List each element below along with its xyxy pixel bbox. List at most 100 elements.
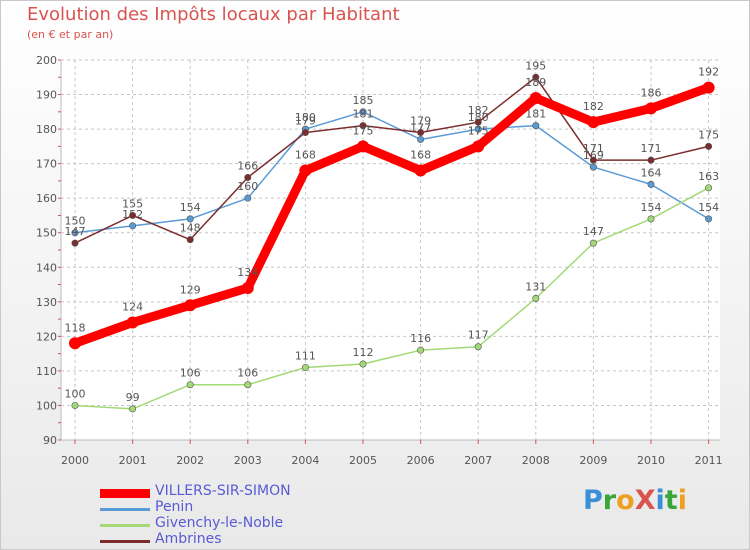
data-label: 155 — [122, 197, 143, 210]
data-point — [647, 180, 655, 188]
y-tick-label: 150 — [36, 227, 57, 240]
data-point — [129, 211, 137, 219]
x-tick-label: 2003 — [234, 454, 262, 467]
data-point — [472, 140, 485, 153]
logo-letter: i — [677, 485, 687, 516]
legend-label: Ambrines — [155, 531, 222, 547]
data-label: 148 — [180, 222, 201, 235]
logo-letter: t — [664, 485, 678, 516]
x-tick-label: 2011 — [695, 454, 723, 467]
legend-swatch — [100, 524, 150, 527]
legend-label: VILLERS-SIR-SIMON — [155, 483, 291, 499]
data-point — [359, 108, 367, 116]
series-line — [74, 187, 710, 410]
legend-label: Givenchy-le-Noble — [155, 515, 284, 531]
data-point — [705, 142, 713, 150]
data-label: 182 — [468, 104, 489, 117]
data-point — [702, 81, 715, 94]
data-point — [647, 215, 655, 223]
x-tick-label: 2008 — [522, 454, 550, 467]
series-line — [74, 76, 710, 244]
data-label: 189 — [525, 76, 546, 89]
series-villers-sir-simon: 118 124 129 134 168 175 168 175 189 182 186 192 — [65, 66, 719, 350]
data-label: 171 — [583, 142, 604, 155]
data-point — [129, 222, 137, 230]
data-label: 171 — [641, 142, 662, 155]
data-label: 131 — [525, 280, 546, 293]
series-line — [70, 83, 714, 348]
legend-swatch — [100, 508, 150, 511]
data-label: 154 — [180, 201, 201, 214]
data-label: 147 — [583, 225, 604, 238]
x-tick-label: 2002 — [176, 454, 204, 467]
data-label: 163 — [698, 170, 719, 183]
logo-letter: i — [655, 485, 665, 516]
data-point — [126, 316, 139, 329]
data-point — [414, 164, 427, 177]
data-point — [241, 282, 254, 294]
x-tick-label: 2007 — [464, 454, 492, 467]
data-point — [705, 215, 713, 223]
data-point — [529, 92, 542, 104]
data-point — [474, 343, 482, 351]
data-point — [244, 194, 252, 202]
series-givenchy-le-noble: 100 99 106 106 111 112 116 117 131 147 154 163 — [65, 170, 719, 413]
proxiti-logo: ProXiti — [583, 485, 687, 516]
x-tick-label: 2005 — [349, 454, 377, 467]
data-point — [244, 173, 252, 181]
data-label: 175 — [353, 124, 374, 137]
data-label: 99 — [126, 391, 140, 404]
y-tick-label: 140 — [36, 261, 57, 274]
x-tick-label: 2001 — [119, 454, 147, 467]
data-label: 160 — [237, 180, 258, 193]
data-point — [589, 239, 597, 247]
data-point — [589, 163, 597, 171]
data-label: 179 — [295, 115, 316, 128]
data-point — [357, 140, 369, 153]
data-point — [71, 401, 79, 409]
y-tick-label: 200 — [36, 54, 57, 67]
data-point — [129, 405, 137, 413]
x-tick-label: 2000 — [61, 454, 89, 467]
data-label: 106 — [237, 367, 258, 380]
data-point — [186, 215, 194, 223]
data-point — [417, 129, 425, 137]
data-label: 186 — [641, 86, 662, 99]
data-point — [186, 236, 194, 244]
data-point — [301, 129, 309, 137]
data-label: 168 — [295, 149, 316, 162]
data-label: 164 — [641, 166, 662, 179]
data-point — [647, 156, 655, 164]
y-tick-label: 90 — [43, 434, 57, 447]
logo-letter: X — [634, 485, 656, 516]
data-label: 175 — [468, 124, 489, 137]
data-point — [532, 122, 540, 130]
data-label: 106 — [180, 367, 201, 380]
y-tick-label: 180 — [36, 123, 57, 136]
data-point — [71, 229, 79, 237]
data-label: 182 — [583, 100, 604, 113]
data-point — [359, 360, 367, 368]
x-tick-label: 2004 — [291, 454, 319, 467]
chart-subtitle: (en € et par an) — [27, 28, 114, 41]
logo-letter: P — [583, 485, 603, 516]
y-tick-label: 160 — [36, 192, 57, 205]
chart-title: Evolution des Impôts locaux par Habitant — [27, 4, 400, 25]
data-label: 181 — [525, 108, 546, 121]
plot-area — [61, 60, 720, 440]
data-label: 168 — [410, 149, 431, 162]
y-tick-label: 120 — [36, 330, 57, 343]
series-ambrines: 147 155 148 166 179 181 179 182 195 171 171 175 — [65, 59, 719, 247]
y-tick-label: 190 — [36, 89, 57, 102]
data-point — [186, 381, 194, 389]
legend-label: Penin — [155, 499, 194, 515]
data-label: 192 — [698, 66, 719, 79]
x-tick-label: 2006 — [407, 454, 435, 467]
y-tick-label: 100 — [36, 399, 57, 412]
data-label: 180 — [468, 111, 489, 124]
data-point — [705, 184, 713, 192]
data-label: 118 — [65, 321, 86, 334]
data-point — [184, 299, 197, 312]
data-label: 111 — [295, 349, 316, 362]
logo-letter: r — [602, 485, 617, 516]
